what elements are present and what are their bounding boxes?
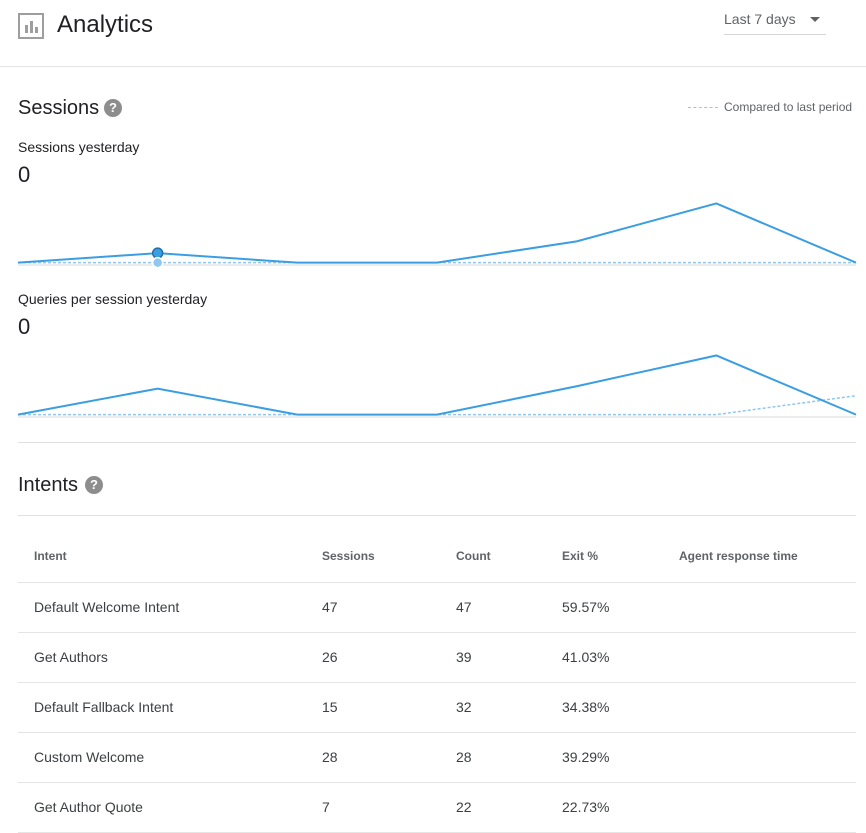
column-header-intent[interactable]: Intent (34, 549, 67, 563)
table-row[interactable]: Default Welcome Intent 47 47 59.57% (18, 583, 856, 633)
current-period-line (17, 354, 857, 416)
current-point-marker[interactable] (151, 247, 164, 259)
current-period-line (17, 202, 857, 264)
queries-sparkline[interactable] (0, 342, 866, 422)
sessions-sparkline[interactable] (0, 190, 866, 270)
section-divider (18, 442, 856, 443)
cell-exit: 59.57% (562, 599, 610, 615)
cell-sessions: 15 (322, 699, 338, 715)
cell-exit: 34.38% (562, 699, 610, 715)
table-row[interactable]: Custom Welcome 28 28 39.29% (18, 733, 856, 783)
cell-intent: Default Fallback Intent (34, 699, 174, 715)
intents-divider (18, 515, 856, 516)
cell-intent: Custom Welcome (34, 749, 145, 765)
caret-down-icon (810, 17, 820, 22)
bar-chart-icon (18, 13, 44, 39)
cell-count: 28 (456, 749, 472, 765)
app-header: Analytics Last 7 days (0, 0, 866, 67)
intents-help-icon[interactable]: ? (85, 476, 103, 494)
previous-period-line (18, 394, 857, 416)
sessions-title: Sessions (18, 97, 100, 119)
page-title: Analytics (57, 11, 154, 38)
previous-point-marker[interactable] (151, 256, 164, 269)
sessions-yesterday-value: 0 (18, 162, 31, 187)
date-range-value: Last 7 days (724, 11, 796, 27)
cell-intent: Default Welcome Intent (34, 599, 180, 615)
sessions-yesterday-label: Sessions yesterday (18, 139, 140, 155)
column-header-sessions[interactable]: Sessions (322, 549, 375, 563)
cell-sessions: 47 (322, 599, 338, 615)
queries-per-session-label: Queries per session yesterday (18, 291, 208, 307)
cell-sessions: 26 (322, 649, 338, 665)
queries-per-session-value: 0 (18, 314, 31, 339)
cell-intent: Get Authors (34, 649, 108, 665)
cell-count: 47 (456, 599, 472, 615)
column-header-count[interactable]: Count (456, 549, 491, 563)
intents-title: Intents (18, 474, 79, 496)
intents-table-header: Intent Sessions Count Exit % Agent respo… (18, 536, 856, 583)
cell-intent: Get Author Quote (34, 799, 143, 815)
cell-sessions: 28 (322, 749, 338, 765)
column-header-response-time[interactable]: Agent response time (679, 549, 798, 563)
cell-count: 39 (456, 649, 472, 665)
cell-exit: 41.03% (562, 649, 610, 665)
table-row[interactable]: Default Fallback Intent 15 32 34.38% (18, 683, 856, 733)
legend-label: Compared to last period (724, 100, 853, 114)
column-header-exit[interactable]: Exit % (562, 549, 599, 563)
sessions-help-icon[interactable]: ? (104, 99, 122, 117)
cell-exit: 39.29% (562, 749, 610, 765)
cell-count: 22 (456, 799, 472, 815)
legend-dashed-line (688, 107, 718, 108)
cell-exit: 22.73% (562, 799, 610, 815)
table-row[interactable]: Get Author Quote 7 22 22.73% (18, 783, 856, 833)
table-row[interactable]: Get Authors 26 39 41.03% (18, 633, 856, 683)
cell-count: 32 (456, 699, 472, 715)
cell-sessions: 7 (322, 799, 330, 815)
date-range-select[interactable]: Last 7 days (724, 8, 826, 35)
